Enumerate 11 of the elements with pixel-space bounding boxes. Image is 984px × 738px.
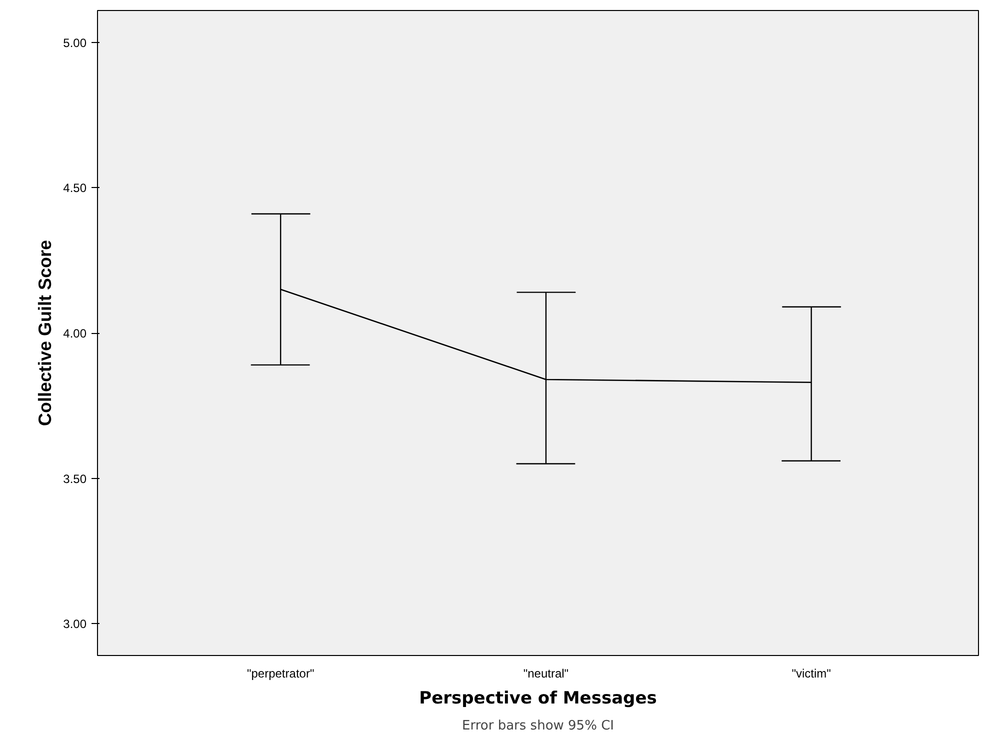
y-tick-label: 3.00 [63,617,87,632]
y-tick-label: 4.00 [63,326,87,340]
x-tick-label: "perpetrator" [246,666,314,680]
y-tick-label: 3.50 [63,472,87,486]
x-axis-title: Perspective of Messages [419,688,657,708]
y-tick-label: 5.00 [63,36,87,50]
y-tick-label: 4.50 [63,181,87,196]
x-tick-label: "victim" [792,666,831,680]
y-axis-title: Collective Guilt Score [35,240,56,426]
x-tick-label: "neutral" [523,666,569,680]
text: Error bars show 95% CI [462,718,614,734]
